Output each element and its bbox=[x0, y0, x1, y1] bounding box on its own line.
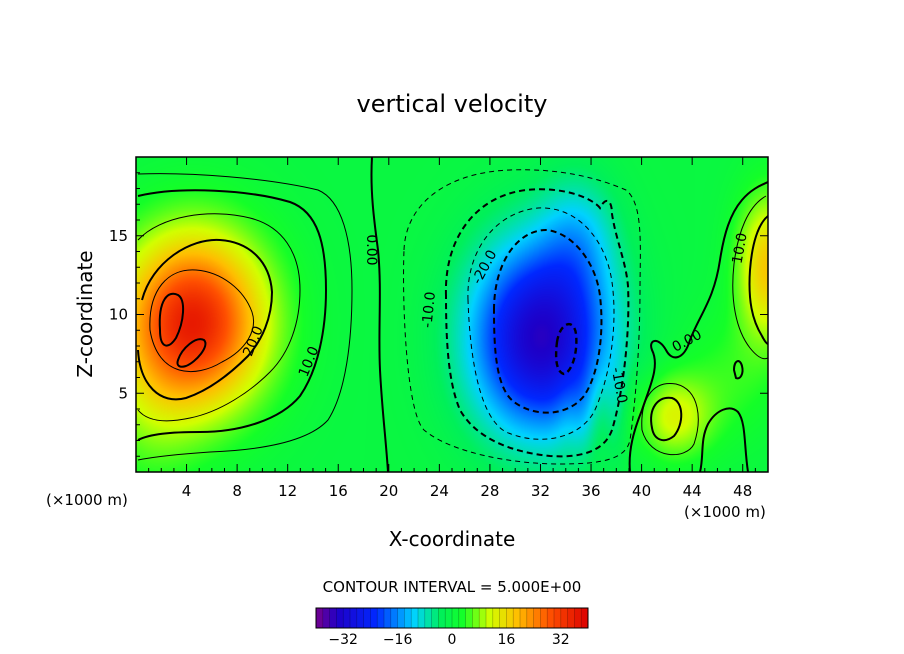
colorbar-cell bbox=[336, 608, 344, 628]
x-unit-right: (×1000 m) bbox=[684, 503, 766, 521]
contour-line bbox=[732, 360, 744, 380]
x-axis-label: X-coordinate bbox=[389, 527, 516, 551]
contour-label: -10.0 bbox=[608, 366, 630, 404]
colorbar-cell bbox=[424, 608, 432, 628]
contour-line bbox=[650, 396, 683, 442]
contour-line bbox=[137, 189, 328, 441]
x-tick-label: 44 bbox=[683, 482, 702, 500]
colorbar-cell bbox=[322, 608, 330, 628]
y-axis-label: Z-coordinate bbox=[73, 250, 97, 377]
x-tick-label: 16 bbox=[329, 482, 348, 500]
colorbar-tick-label: −16 bbox=[383, 632, 413, 648]
contour-line bbox=[748, 215, 768, 345]
colorbar-tick-label: 0 bbox=[448, 632, 457, 648]
contour-line bbox=[732, 195, 768, 360]
contour-interval-text: CONTOUR INTERVAL = 5.000E+00 bbox=[323, 578, 582, 596]
contour-line bbox=[699, 407, 749, 472]
colorbar-ticks: −32 −16 0 16 32 bbox=[328, 632, 569, 648]
y-axis-ticks: 5 10 15 bbox=[109, 172, 768, 457]
x-tick-label: 36 bbox=[581, 482, 600, 500]
y-tick-label: 15 bbox=[109, 227, 128, 245]
colorbar-cell bbox=[356, 608, 364, 628]
colorbar-cell bbox=[397, 608, 405, 628]
contour-line bbox=[403, 169, 641, 465]
contour-line bbox=[370, 157, 389, 472]
colorbar-cell bbox=[540, 608, 548, 628]
x-tick-label: 20 bbox=[379, 482, 398, 500]
colorbar-cell bbox=[363, 608, 371, 628]
contour-line bbox=[149, 269, 254, 373]
contour-line bbox=[176, 338, 207, 368]
colorbar-cell bbox=[465, 608, 473, 628]
colorbar-frame bbox=[315, 607, 589, 629]
colorbar-cell bbox=[431, 608, 439, 628]
colorbar-cell bbox=[513, 608, 521, 628]
colorbar-cell bbox=[533, 608, 541, 628]
colorbar-cell bbox=[411, 608, 419, 628]
y-tick-label: 5 bbox=[118, 384, 128, 402]
colorbar-cell bbox=[343, 608, 351, 628]
colorbar-cell bbox=[506, 608, 514, 628]
colorbar-cell bbox=[404, 608, 412, 628]
colorbar-cell bbox=[472, 608, 480, 628]
colorbar-cell bbox=[479, 608, 487, 628]
contour-line bbox=[641, 383, 699, 456]
contour-lines bbox=[137, 157, 768, 472]
contour-label: 10.0 bbox=[730, 232, 751, 265]
x-tick-label: 48 bbox=[733, 482, 752, 500]
x-tick-label: 8 bbox=[232, 482, 242, 500]
contour-line bbox=[492, 228, 603, 414]
contour-line bbox=[137, 213, 301, 422]
chart-title: vertical velocity bbox=[357, 90, 548, 118]
colorbar-cell bbox=[377, 608, 385, 628]
x-tick-label: 28 bbox=[480, 482, 499, 500]
colorbar-cell bbox=[560, 608, 568, 628]
x-tick-label: 4 bbox=[182, 482, 192, 500]
x-tick-label: 24 bbox=[430, 482, 449, 500]
contour-line bbox=[444, 188, 630, 458]
colorbar-cell bbox=[445, 608, 453, 628]
colorbar-cell bbox=[520, 608, 528, 628]
colorbar-cell bbox=[458, 608, 466, 628]
colorbar-cell bbox=[526, 608, 534, 628]
x-unit-left: (×1000 m) bbox=[46, 491, 128, 509]
colorbar-cell bbox=[350, 608, 358, 628]
x-tick-label: 12 bbox=[278, 482, 297, 500]
colorbar-cell bbox=[438, 608, 446, 628]
y-tick-label: 10 bbox=[109, 306, 128, 324]
colorbar bbox=[315, 608, 589, 628]
contour-line bbox=[554, 323, 578, 376]
colorbar-cell bbox=[492, 608, 500, 628]
x-tick-label: 32 bbox=[531, 482, 550, 500]
contour-label: 0.00 bbox=[363, 234, 379, 265]
colorbar-cell bbox=[390, 608, 398, 628]
contour-line bbox=[137, 238, 274, 401]
colorbar-cell bbox=[452, 608, 460, 628]
colorbar-cell bbox=[370, 608, 378, 628]
colorbar-cell bbox=[316, 608, 324, 628]
velocity-heatmap bbox=[136, 157, 768, 472]
colorbar-cell bbox=[329, 608, 337, 628]
contour-line bbox=[158, 292, 184, 347]
contour-label: -10.0 bbox=[419, 291, 439, 329]
colorbar-cell bbox=[547, 608, 555, 628]
colorbar-cell bbox=[384, 608, 392, 628]
colorbar-tick-label: 32 bbox=[552, 632, 570, 648]
colorbar-cell bbox=[499, 608, 507, 628]
colorbar-cell bbox=[574, 608, 582, 628]
x-axis-ticks: 4 8 12 16 20 24 28 32 36 40 44 48 bbox=[148, 157, 756, 500]
contour-line bbox=[137, 173, 353, 461]
colorbar-cell bbox=[567, 608, 575, 628]
colorbar-tick-label: −32 bbox=[328, 632, 358, 648]
colorbar-cell bbox=[554, 608, 562, 628]
colorbar-cell bbox=[486, 608, 494, 628]
colorbar-tick-label: 16 bbox=[497, 632, 515, 648]
colorbar-cell bbox=[418, 608, 426, 628]
colorbar-cell bbox=[581, 608, 589, 628]
x-tick-label: 40 bbox=[632, 482, 651, 500]
